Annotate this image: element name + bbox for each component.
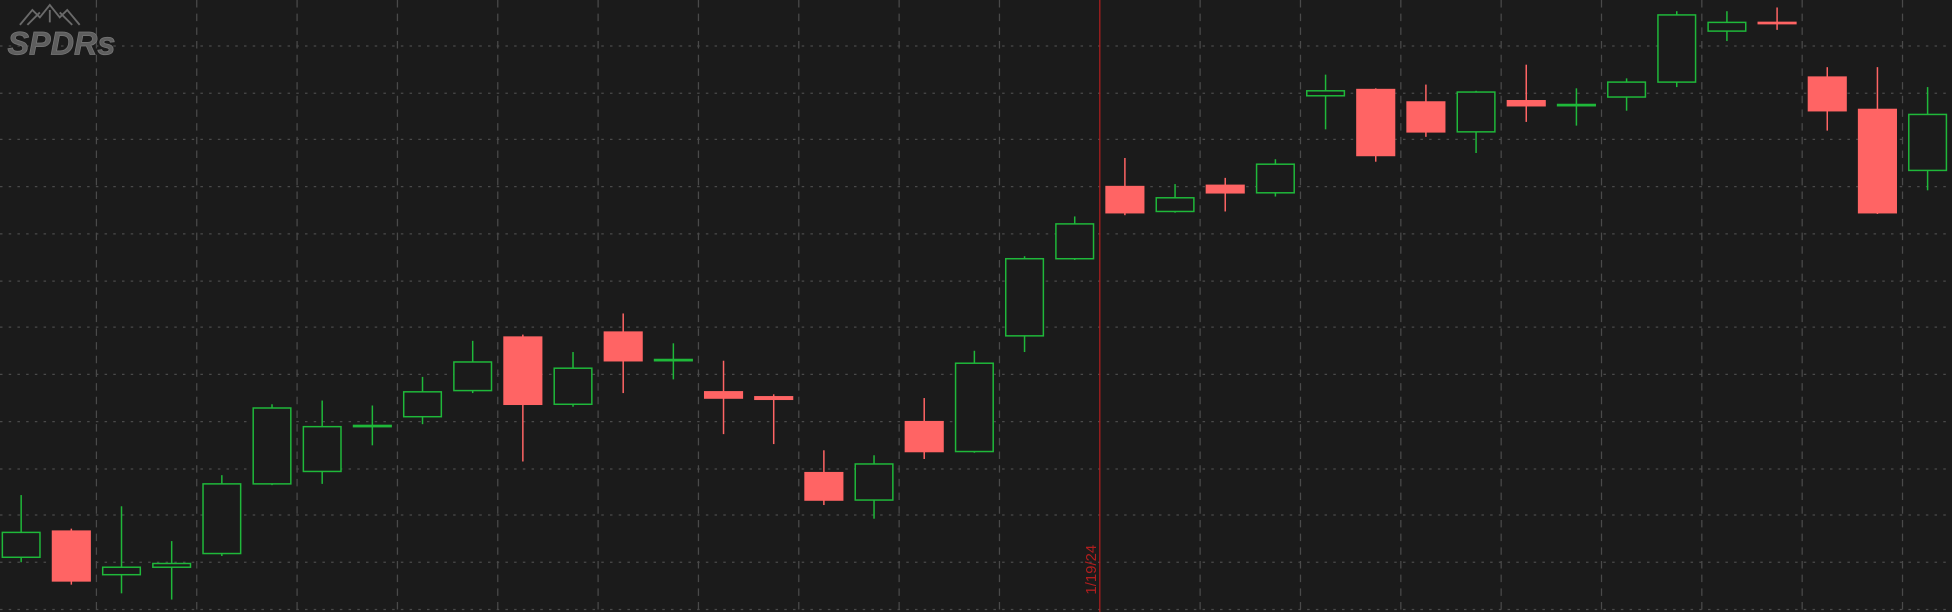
candle-body: [1506, 100, 1546, 107]
candle-body: [1306, 90, 1346, 97]
candle-body: [1406, 101, 1446, 133]
candles: [1, 7, 1948, 600]
candle-body: [703, 391, 744, 399]
candle-body: [653, 358, 693, 362]
candle-body: [954, 362, 994, 453]
candle-body: [402, 391, 443, 418]
candle-body: [302, 425, 342, 473]
candle-body: [1055, 223, 1095, 260]
candle-body: [904, 420, 944, 453]
candle-body: [1356, 88, 1396, 157]
logo-mark: [19, 3, 81, 26]
candle-body: [1456, 91, 1496, 133]
candle-body: [1255, 163, 1295, 194]
candle-body: [453, 361, 493, 392]
candle-body: [754, 396, 794, 401]
candle-body: [1105, 185, 1145, 214]
candle-body: [152, 562, 192, 568]
candle-body: [1004, 257, 1045, 337]
candle-body: [1556, 103, 1596, 107]
candle-body: [854, 463, 894, 501]
candle-body: [1657, 14, 1697, 83]
candle-body: [1807, 76, 1847, 112]
candle-body: [51, 530, 91, 582]
candle-body: [1857, 108, 1897, 214]
candle-body: [553, 367, 593, 406]
candle-body: [202, 483, 242, 555]
logo: SPDRs: [7, 3, 116, 62]
date-marker-label: 1/19/24: [1083, 545, 1100, 595]
candle-body: [252, 407, 292, 485]
candle-body: [603, 331, 643, 362]
candle-body: [1908, 113, 1948, 172]
logo-text: SPDRs: [7, 26, 115, 62]
candle-body: [1707, 21, 1747, 32]
candle-body: [1757, 21, 1797, 25]
candle-body: [1155, 197, 1195, 213]
candle-body: [101, 566, 142, 576]
candle-body: [804, 471, 844, 501]
candle-body: [1, 531, 41, 559]
candle-body: [1205, 184, 1245, 194]
candle-body: [1607, 81, 1647, 98]
candle-body: [352, 424, 392, 428]
candle-body: [503, 336, 543, 406]
